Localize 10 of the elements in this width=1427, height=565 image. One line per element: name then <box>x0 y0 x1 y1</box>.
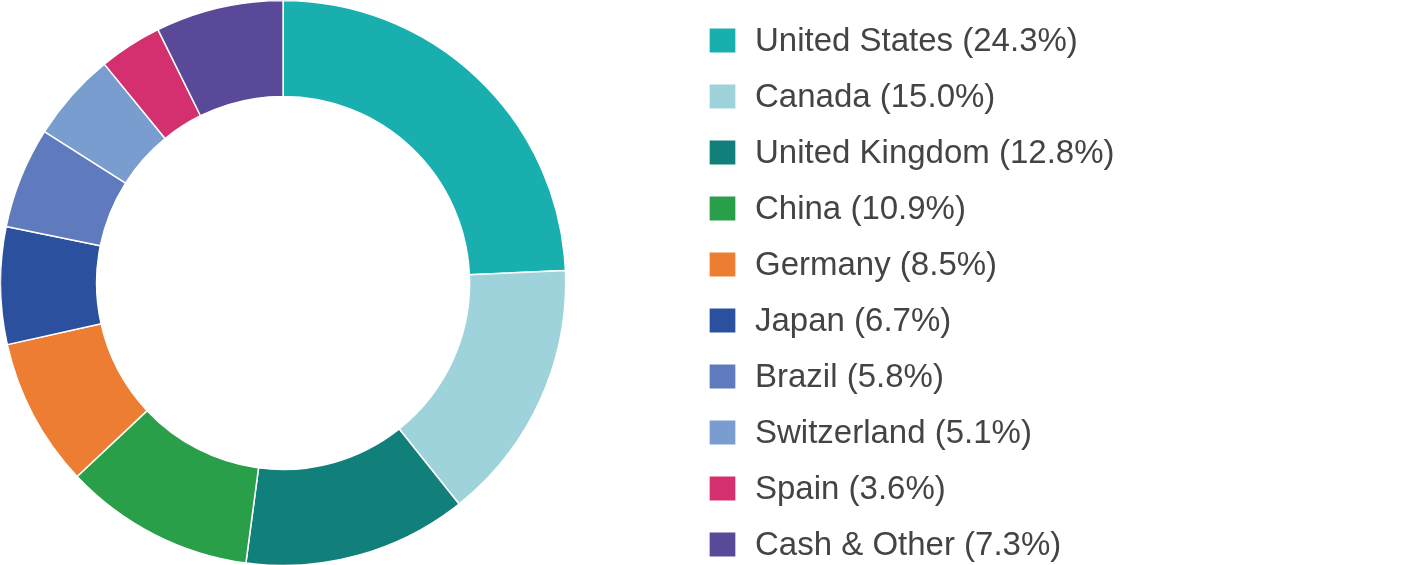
legend-label: Brazil (5.8%) <box>755 357 944 395</box>
legend-label: Cash & Other (7.3%) <box>755 525 1062 563</box>
legend-label: Spain (3.6%) <box>755 469 946 507</box>
legend-label: United Kingdom (12.8%) <box>755 133 1115 171</box>
legend-label: Canada (15.0%) <box>755 77 996 115</box>
legend-label: United States (24.3%) <box>755 21 1078 59</box>
legend-label: Germany (8.5%) <box>755 245 998 283</box>
legend-label: Japan (6.7%) <box>755 301 952 339</box>
legend-label: China (10.9%) <box>755 189 966 227</box>
legend-label: Switzerland (5.1%) <box>755 413 1032 451</box>
